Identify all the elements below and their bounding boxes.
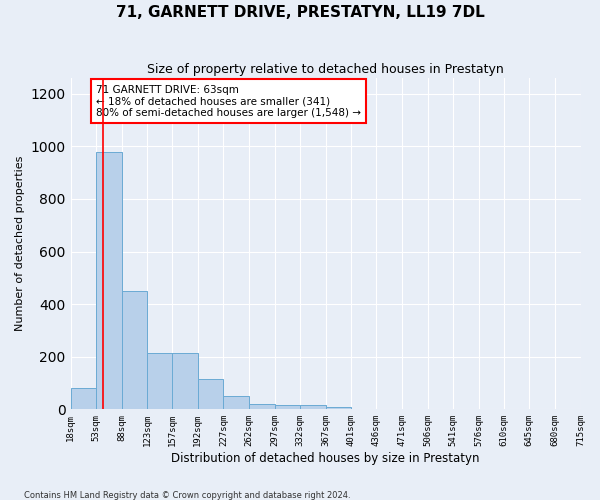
Bar xyxy=(275,404,300,409)
Bar xyxy=(172,353,198,410)
Bar xyxy=(148,353,173,410)
X-axis label: Distribution of detached houses by size in Prestatyn: Distribution of detached houses by size … xyxy=(171,452,480,465)
Text: Contains HM Land Registry data © Crown copyright and database right 2024.: Contains HM Land Registry data © Crown c… xyxy=(24,490,350,500)
Title: Size of property relative to detached houses in Prestatyn: Size of property relative to detached ho… xyxy=(147,62,504,76)
Text: 71, GARNETT DRIVE, PRESTATYN, LL19 7DL: 71, GARNETT DRIVE, PRESTATYN, LL19 7DL xyxy=(116,5,484,20)
Text: 71 GARNETT DRIVE: 63sqm
← 18% of detached houses are smaller (341)
80% of semi-d: 71 GARNETT DRIVE: 63sqm ← 18% of detache… xyxy=(96,84,361,118)
Bar xyxy=(122,291,148,410)
Bar xyxy=(96,152,122,410)
Bar xyxy=(223,396,249,409)
Bar xyxy=(198,379,223,410)
Y-axis label: Number of detached properties: Number of detached properties xyxy=(15,156,25,332)
Bar xyxy=(249,404,275,409)
Bar xyxy=(300,404,326,409)
Bar xyxy=(326,406,352,410)
Bar xyxy=(71,388,96,409)
